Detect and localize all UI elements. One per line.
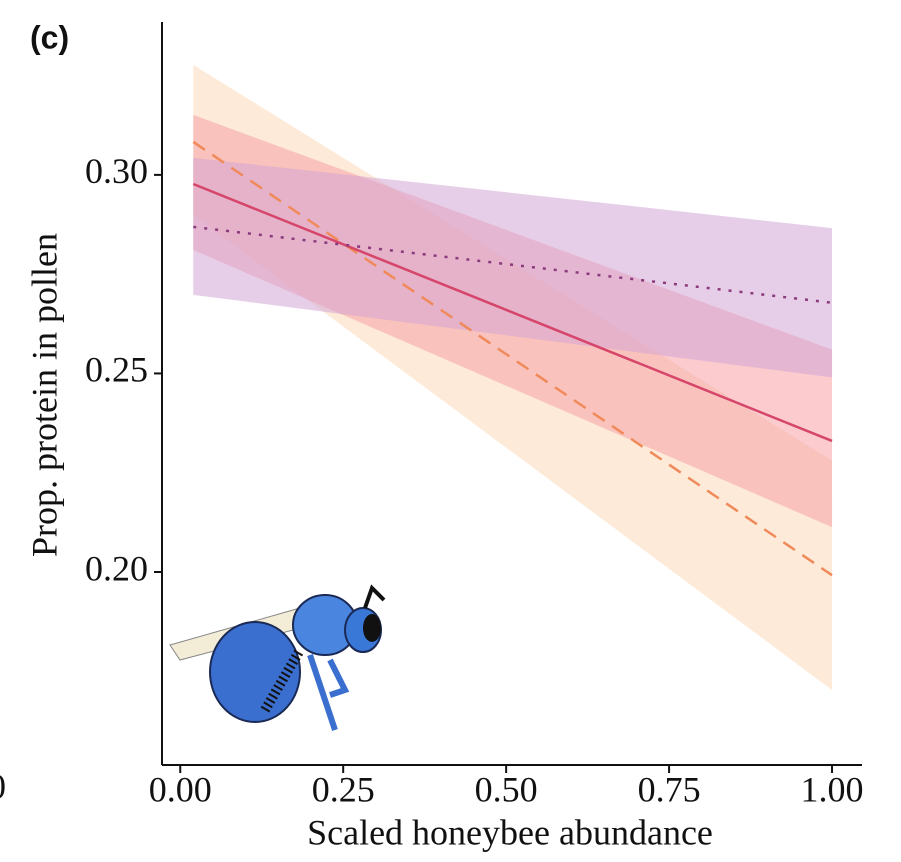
panel-label: (c) <box>30 19 69 55</box>
bee-illustration <box>169 584 386 731</box>
trend-line <box>193 225 833 305</box>
y-axis-label: Prop. protein in pollen <box>24 233 64 557</box>
x-tick-label: 0.75 <box>638 769 701 809</box>
x-tick-label: 1.00 <box>801 769 864 809</box>
x-axis-label: Scaled honeybee abundance <box>307 812 713 852</box>
x-tick-label: 0.00 <box>149 769 212 809</box>
x-tick-label: 0.25 <box>312 769 375 809</box>
y-tick-label: 0.25 <box>85 350 148 390</box>
trend-line <box>192 182 833 443</box>
x-tick-label: 0.50 <box>475 769 538 809</box>
y-tick-label: 0.20 <box>85 548 148 588</box>
cropped-label: 0 <box>0 766 6 806</box>
y-tick-label: 0.30 <box>85 151 148 191</box>
confidence-band <box>193 157 833 378</box>
trend-line <box>192 140 833 577</box>
